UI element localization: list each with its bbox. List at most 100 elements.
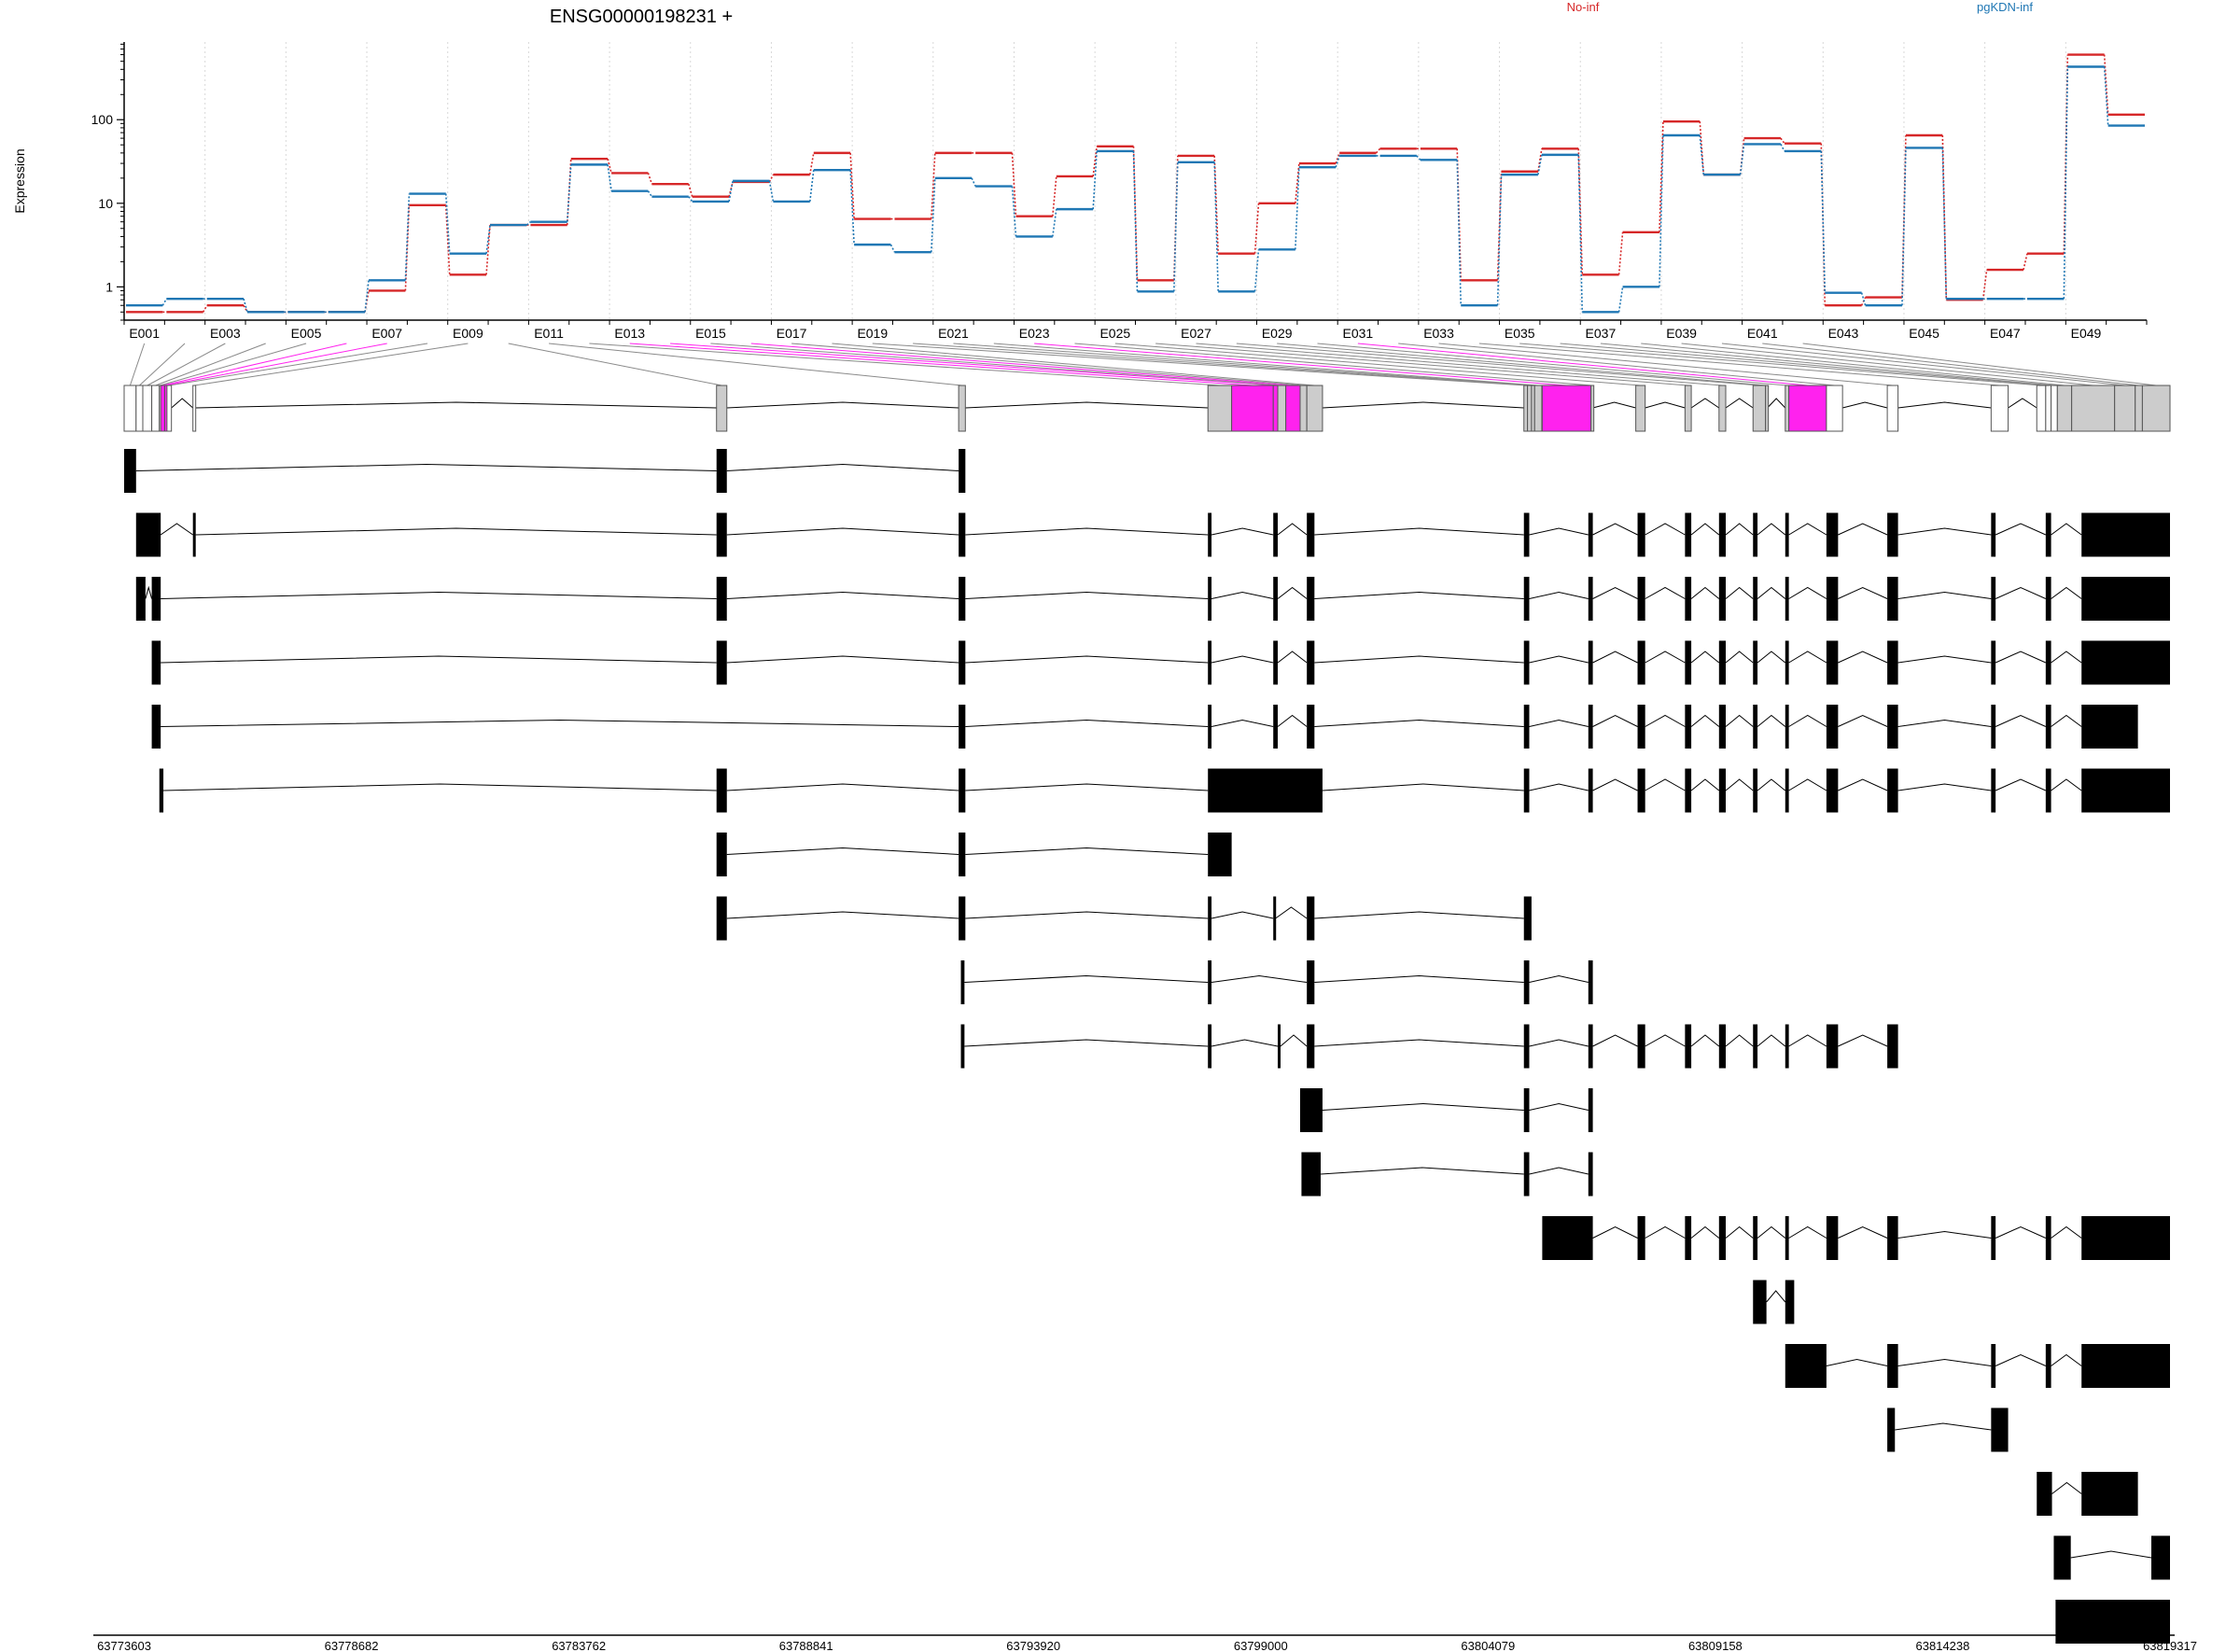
transcript-row (1785, 1344, 2170, 1388)
exon-block (2081, 1216, 2170, 1260)
intron-line (163, 783, 717, 791)
exon-block (1826, 1024, 1839, 1069)
exon-box-26 (1684, 385, 1692, 432)
exon-box-12 (1207, 385, 1233, 432)
exon-tick-label: E045 (1909, 326, 1939, 341)
exon-tick-label: E011 (534, 326, 564, 341)
exon-block (1588, 640, 1593, 685)
data-connector (849, 170, 855, 245)
exon-box-3 (142, 385, 153, 432)
data-connector (2063, 66, 2069, 300)
intron-line (1322, 1102, 1524, 1111)
exon-block (2151, 1535, 2170, 1580)
intron-line (1314, 911, 1524, 919)
exon-connector (1762, 343, 2139, 386)
intron-line (1690, 778, 1720, 791)
series-no-inf (126, 53, 2145, 314)
exon-connector (1721, 343, 2125, 386)
exon-block (2045, 1216, 2051, 1260)
exon-block (1637, 512, 1645, 557)
exon-box-38 (2056, 385, 2073, 432)
intron-line (160, 523, 193, 536)
exon-tick-label: E005 (291, 326, 322, 341)
exon-block (1887, 1216, 1898, 1260)
exon-block (1637, 705, 1645, 749)
exon-connector (1478, 343, 2000, 386)
intron-line (965, 783, 1209, 791)
intron-line (965, 527, 1209, 536)
data-connector (1295, 167, 1300, 250)
intron-line (1690, 523, 1720, 536)
exon-block (959, 449, 966, 493)
exon-block (1785, 1024, 1789, 1069)
intron-line (1592, 586, 1638, 599)
data-connector (1052, 209, 1057, 237)
intron-line (1838, 1034, 1888, 1047)
genome-tick-label: 63793920 (1006, 1639, 1060, 1652)
data-connector (1052, 175, 1057, 217)
exon-connector (872, 343, 1526, 386)
intron-line (1757, 1034, 1786, 1047)
exon-block (1785, 705, 1789, 749)
exon-connector (710, 343, 1282, 386)
intron-line (1645, 586, 1686, 599)
exon-tick-labels: E001 E003 E005 E007 E009 E011 E013 E015 E017 E019… (129, 326, 2101, 341)
exon-block (1588, 705, 1593, 749)
data-connector (1577, 148, 1584, 275)
transcript-row (716, 896, 1532, 941)
transcript-row (716, 833, 1232, 876)
exon-block (2081, 705, 2138, 749)
intron-line (1788, 778, 1827, 791)
transcript-row (1753, 1280, 1795, 1324)
exon-block (1753, 512, 1758, 557)
intron-line (1314, 719, 1524, 727)
data-connector (1780, 144, 1785, 152)
exon-block (2081, 512, 2170, 557)
legend-label-pgkdn-inf: pgKDN-inf (1977, 0, 2033, 14)
intron-line (1592, 523, 1638, 536)
transcript-row (1887, 1407, 2009, 1452)
exon-block (1523, 1088, 1530, 1132)
data-connector (2023, 253, 2028, 271)
data-connector (1941, 147, 1948, 300)
data-connector (1253, 249, 1260, 292)
exon-block (159, 768, 164, 813)
exon-block (960, 1024, 965, 1069)
data-connector (1456, 160, 1463, 306)
exon-connector (832, 343, 1315, 386)
data-connector (1132, 150, 1139, 292)
exon-block (1523, 577, 1530, 621)
exon-block (1523, 1152, 1530, 1197)
exon-block (1637, 1024, 1645, 1069)
intron-line (1529, 719, 1589, 727)
exon-block (1208, 577, 1212, 621)
intron-line (1838, 778, 1888, 791)
intron-line (1897, 655, 1992, 664)
intron-line (965, 719, 1209, 727)
genome-tick-label: 63773603 (97, 1639, 151, 1652)
exon-block (1991, 1344, 1996, 1388)
exon-block (1307, 640, 1315, 685)
exon-block (1588, 1024, 1593, 1069)
data-connector (687, 183, 693, 197)
y-tick-label: 10 (98, 196, 113, 211)
transcript-row (135, 577, 2170, 621)
intron-line (1897, 1358, 1992, 1366)
exon-block (192, 512, 196, 557)
exon-connector (1398, 343, 1835, 386)
transcript-row (151, 705, 2138, 749)
intron-line (2051, 714, 2082, 727)
exon-block (1273, 640, 1279, 685)
exon-block (151, 705, 161, 749)
exon-block (2045, 640, 2051, 685)
data-connector (444, 204, 451, 275)
intron-line (1897, 783, 1992, 791)
exon-box-41 (2135, 385, 2143, 432)
exon-connector (1317, 343, 1787, 386)
exon-connector (549, 343, 962, 386)
intron-line (1645, 401, 1686, 409)
exon-connector (162, 343, 347, 386)
intron-line (965, 847, 1209, 855)
transcript-row (960, 960, 1593, 1004)
exon-tick-label: E019 (857, 326, 888, 341)
